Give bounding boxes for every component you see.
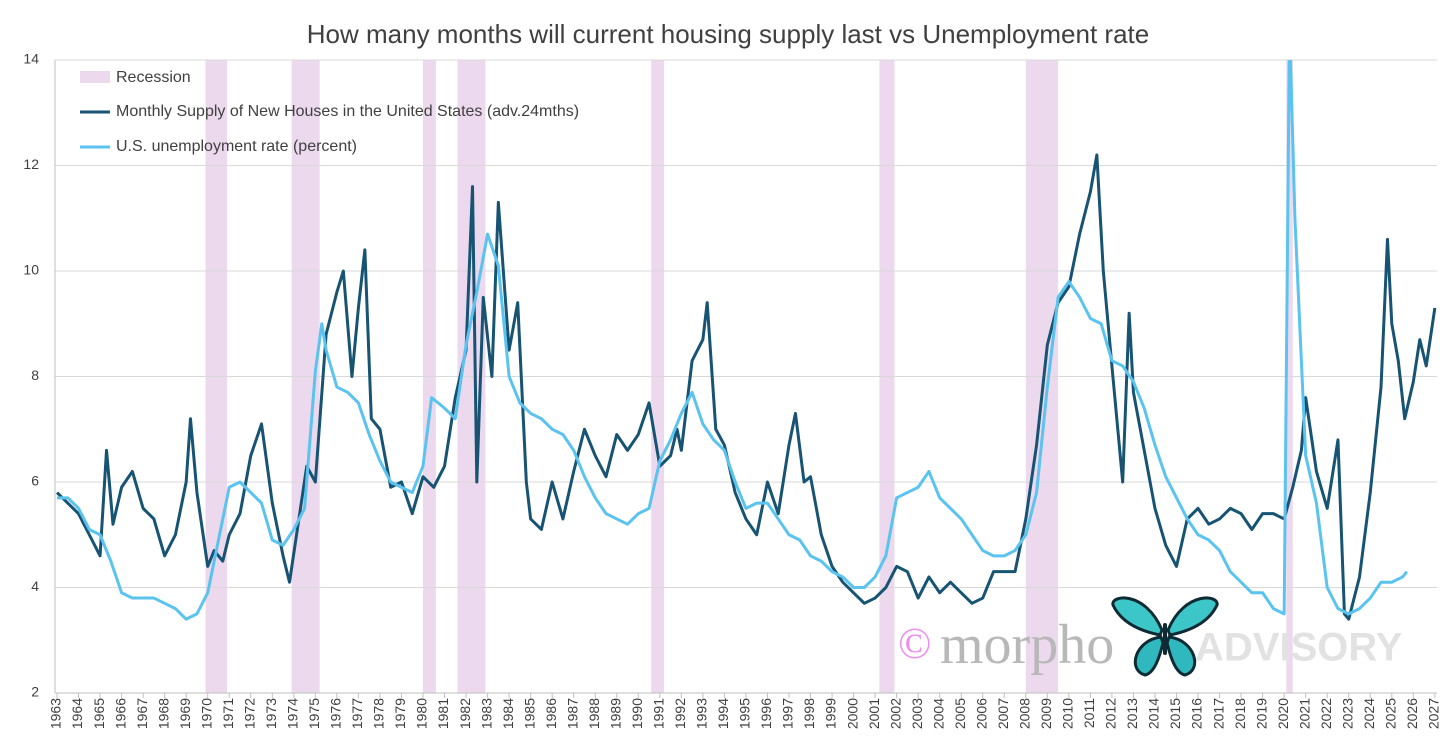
x-tick-label: 2021 xyxy=(1296,698,1312,729)
x-tick-label: 2015 xyxy=(1167,698,1183,729)
x-tick-label: 1967 xyxy=(134,698,150,729)
x-tick-label: 2022 xyxy=(1318,698,1334,729)
y-tick-label: 6 xyxy=(31,473,39,489)
x-tick-label: 2001 xyxy=(866,698,882,729)
x-tick-label: 1968 xyxy=(155,698,171,729)
x-tick-label: 1965 xyxy=(91,698,107,729)
series-line xyxy=(57,60,1409,621)
x-tick-label: 1966 xyxy=(112,698,128,729)
x-tick-label: 2000 xyxy=(844,698,860,729)
line-layer xyxy=(55,60,1437,621)
x-tick-label: 1993 xyxy=(694,698,710,729)
x-tick-label: 1997 xyxy=(780,698,796,729)
x-tick-label: 2024 xyxy=(1361,698,1377,729)
x-tick-label: 1971 xyxy=(220,698,236,729)
x-tick-label: 2005 xyxy=(952,698,968,729)
x-tick-label: 2003 xyxy=(909,698,925,729)
x-tick-label: 1972 xyxy=(241,698,257,729)
x-tick-label: 1990 xyxy=(629,698,645,729)
x-tick-label: 2006 xyxy=(973,698,989,729)
butterfly-icon xyxy=(1111,596,1219,677)
x-tick-label: 1975 xyxy=(306,698,322,729)
x-tick-label: 1974 xyxy=(285,698,301,729)
x-tick-label: 1978 xyxy=(371,698,387,729)
x-tick-label: 1988 xyxy=(586,698,602,729)
x-tick-label: 1984 xyxy=(500,698,516,729)
x-tick-label: 1983 xyxy=(478,698,494,729)
axes-layer: 2 4 6 8 10 12 14 1963 1964 1965 1966 1967 1968 1969 19… xyxy=(23,51,1441,729)
x-tick-label: 1982 xyxy=(457,698,473,729)
x-tick-label: 2023 xyxy=(1339,698,1355,729)
y-tick-label: 14 xyxy=(23,51,39,67)
chart-title: How many months will current housing sup… xyxy=(307,19,1149,49)
watermark-advisory: ADVISORY xyxy=(1195,626,1403,670)
x-tick-label: 2014 xyxy=(1146,698,1162,729)
x-tick-label: 2009 xyxy=(1038,698,1054,729)
x-tick-label: 2013 xyxy=(1124,698,1140,729)
grid-layer xyxy=(55,59,1437,694)
x-tick-label: 1994 xyxy=(715,698,731,729)
x-tick-label: 1999 xyxy=(823,698,839,729)
x-tick-label: 1977 xyxy=(349,698,365,729)
x-tick-label: 1963 xyxy=(48,698,64,729)
watermark-copyright: © xyxy=(898,619,931,668)
x-tick-label: 2025 xyxy=(1382,698,1398,729)
x-tick-label: 1998 xyxy=(801,698,817,729)
x-tick-label: 1970 xyxy=(198,698,214,729)
legend-label: Monthly Supply of New Houses in the Unit… xyxy=(116,103,579,120)
y-tick-label: 4 xyxy=(31,578,39,594)
x-tick-label: 1989 xyxy=(607,698,623,729)
x-tick-label: 1985 xyxy=(521,698,537,729)
legend-label: Recession xyxy=(116,69,191,86)
x-tick-label: 2020 xyxy=(1275,698,1291,729)
y-tick-label: 8 xyxy=(31,367,39,383)
x-tick-label: 1981 xyxy=(435,698,451,729)
y-tick-label: 10 xyxy=(23,262,39,278)
x-tick-label: 2018 xyxy=(1232,698,1248,729)
x-tick-label: 1987 xyxy=(564,698,580,729)
x-tick-label: 2008 xyxy=(1017,698,1033,729)
x-tick-label: 2004 xyxy=(930,698,946,729)
x-tick-label: 1973 xyxy=(263,698,279,729)
series-line xyxy=(55,153,1437,621)
legend-swatch xyxy=(80,71,110,83)
x-tick-label: 1991 xyxy=(651,698,667,729)
x-tick-label: 2017 xyxy=(1210,698,1226,729)
y-tick-label: 12 xyxy=(23,156,39,172)
x-tick-label: 1976 xyxy=(328,698,344,729)
watermark: © morpho ADVISORY xyxy=(898,596,1403,677)
x-tick-label: 1979 xyxy=(392,698,408,729)
x-tick-label: 2026 xyxy=(1404,698,1420,729)
x-tick-label: 1980 xyxy=(414,698,430,729)
y-tick-label: 2 xyxy=(31,684,39,700)
x-tick-label: 2010 xyxy=(1060,698,1076,729)
legend-label: U.S. unemployment rate (percent) xyxy=(116,138,357,155)
watermark-morpho: morpho xyxy=(940,614,1114,676)
x-tick-label: 2016 xyxy=(1189,698,1205,729)
x-tick-label: 2027 xyxy=(1426,698,1442,729)
x-tick-label: 1964 xyxy=(69,698,85,729)
x-tick-label: 1992 xyxy=(672,698,688,729)
x-tick-label: 2011 xyxy=(1081,698,1097,728)
x-tick-label: 1995 xyxy=(737,698,753,729)
x-tick-label: 2019 xyxy=(1253,698,1269,729)
x-tick-label: 2007 xyxy=(995,698,1011,729)
x-tick-label: 1986 xyxy=(543,698,559,729)
x-tick-label: 2002 xyxy=(887,698,903,729)
x-tick-label: 2012 xyxy=(1103,698,1119,729)
x-tick-label: 1996 xyxy=(758,698,774,729)
x-tick-label: 1969 xyxy=(177,698,193,729)
